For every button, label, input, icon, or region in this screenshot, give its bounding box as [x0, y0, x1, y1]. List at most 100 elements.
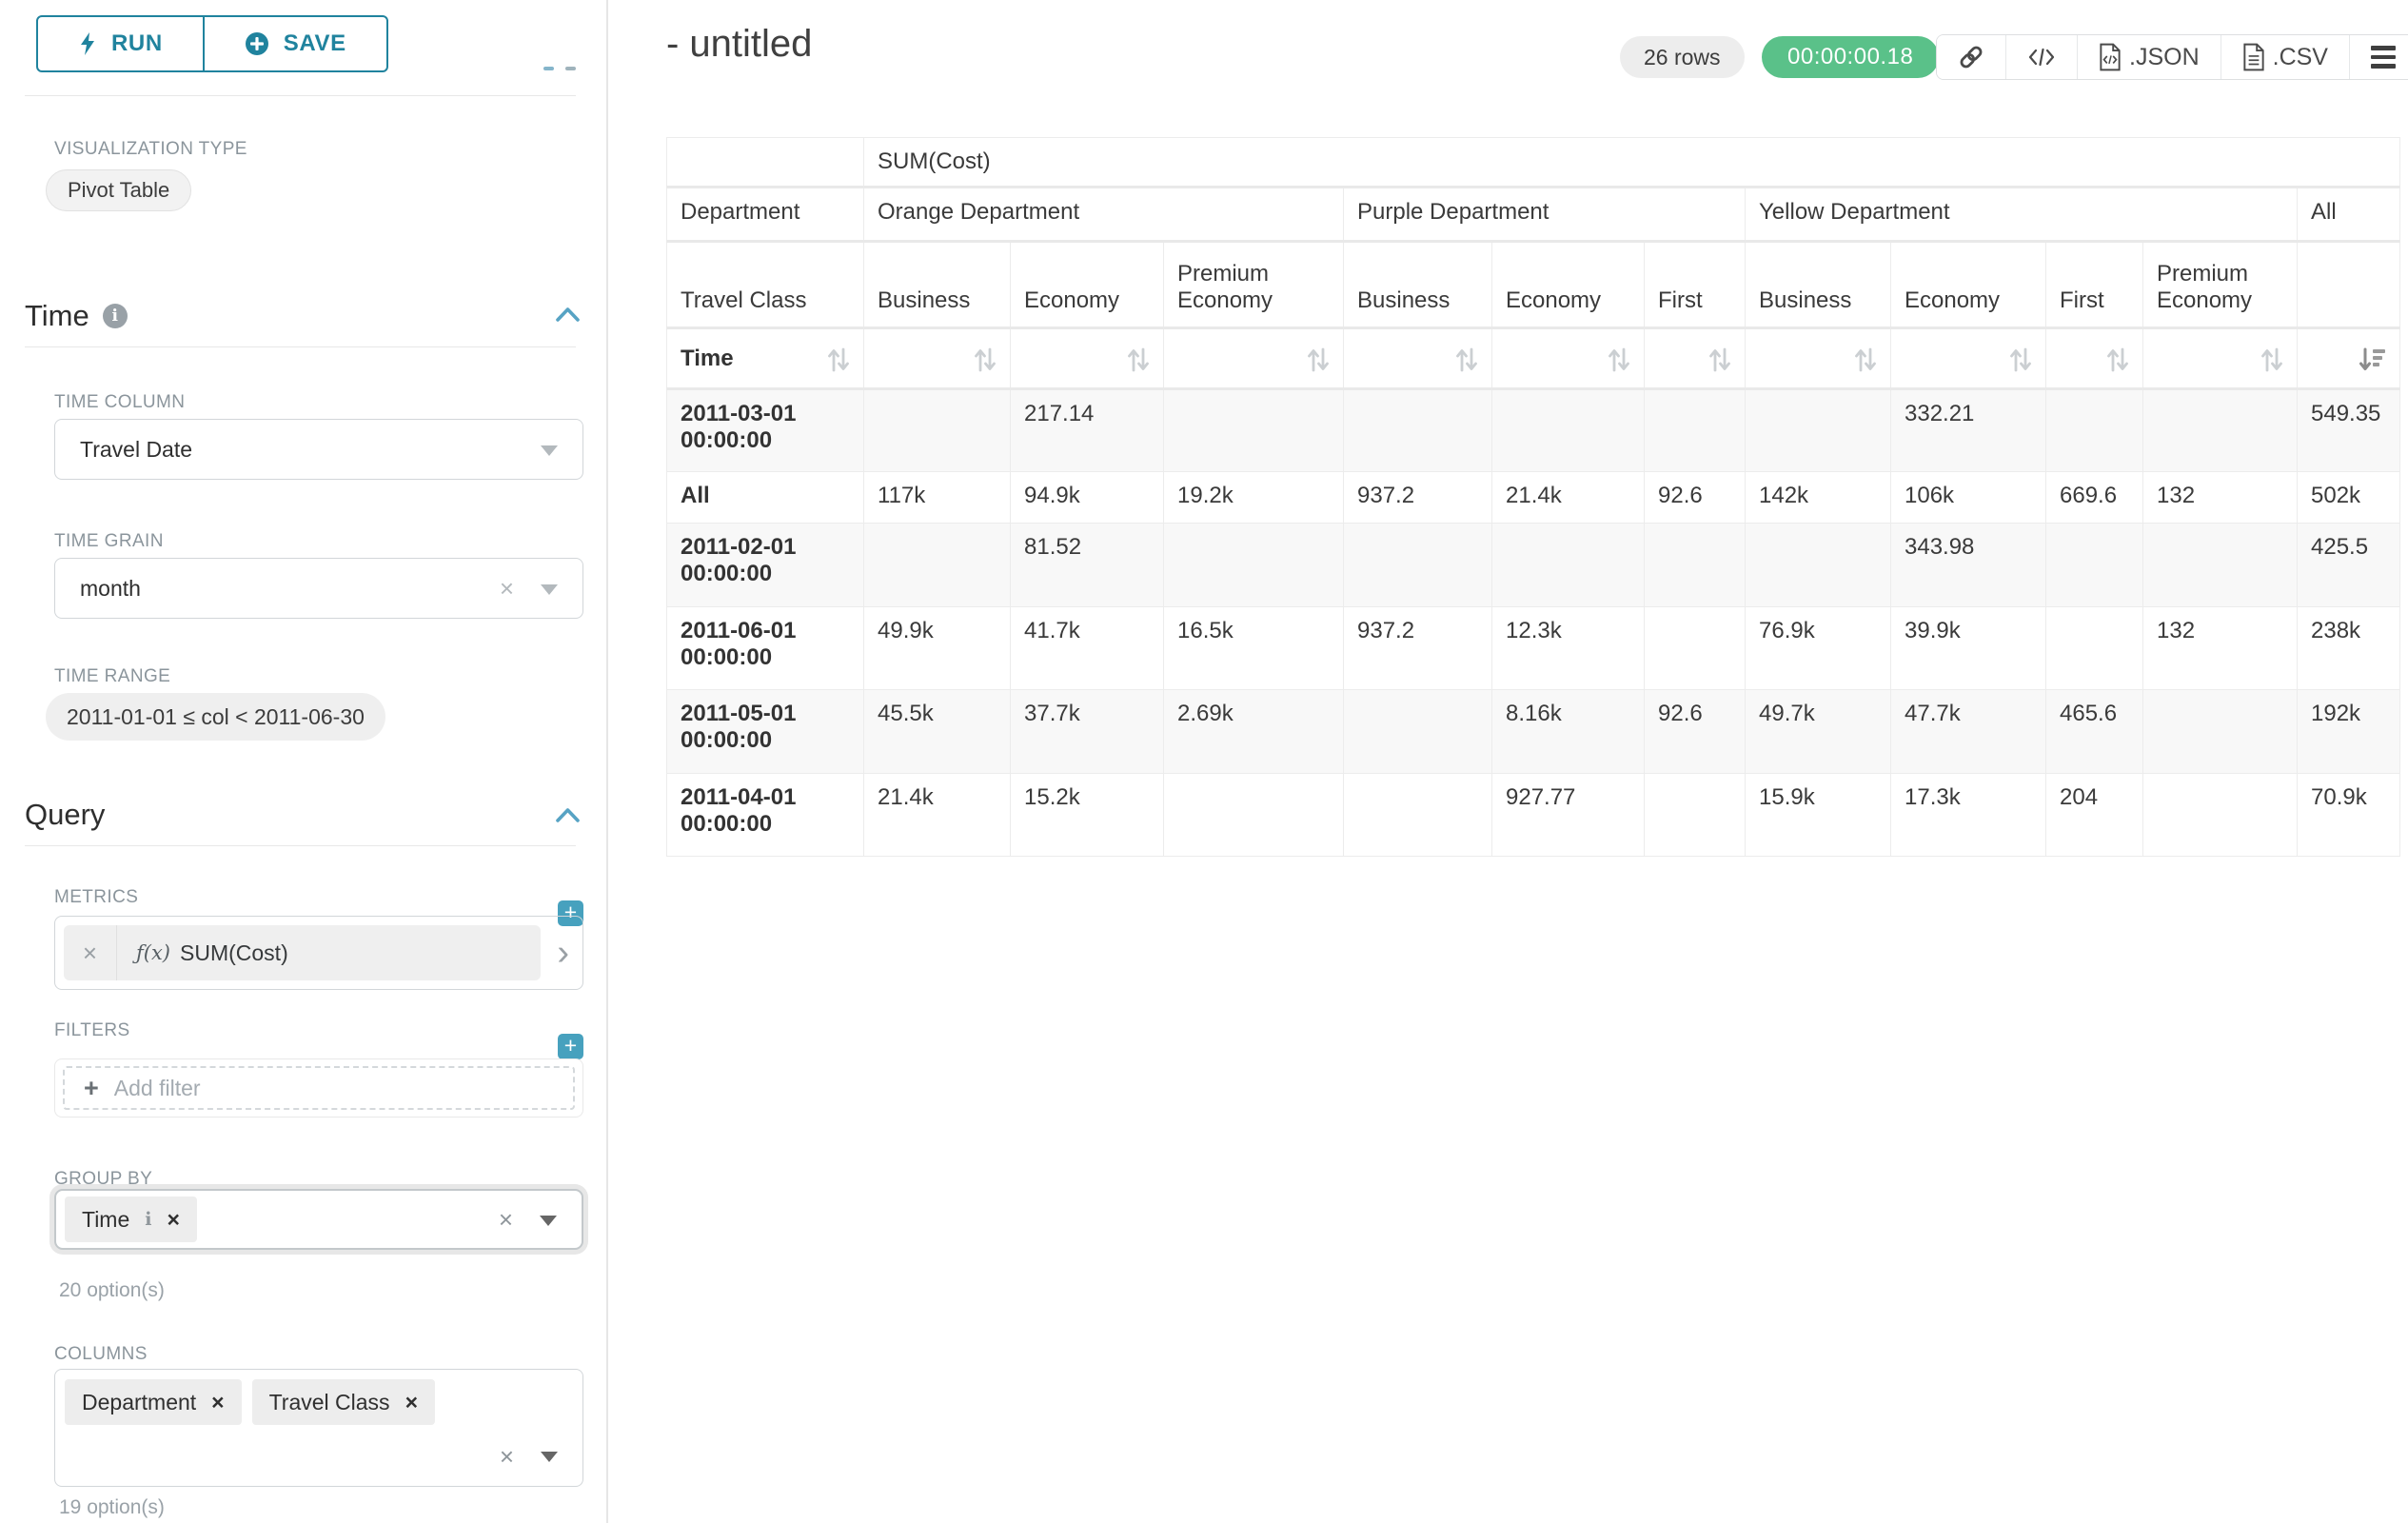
run-button[interactable]: RUN [36, 15, 205, 72]
sort-icon[interactable] [2009, 346, 2032, 374]
pivot-value-cell: 502k [2296, 471, 2401, 524]
pivot-value-cell: 465.6 [2045, 689, 2143, 774]
sort-icon[interactable] [827, 346, 850, 374]
chevron-up-icon[interactable] [555, 307, 581, 323]
travel-class-header[interactable]: Business [1745, 241, 1891, 329]
sortable-column-cell[interactable] [2296, 327, 2401, 390]
sort-icon[interactable] [974, 346, 997, 374]
group-by-select[interactable]: Time i × × [54, 1189, 583, 1250]
sortable-column-cell[interactable] [1890, 327, 2046, 390]
metrics-control[interactable]: × ƒ(x) SUM(Cost) › [54, 916, 583, 990]
pivot-value-cell: 192k [2296, 689, 2401, 774]
sort-icon[interactable] [1307, 346, 1330, 374]
export-csv-button[interactable]: .CSV [2220, 35, 2349, 79]
query-section-title: Query [25, 798, 106, 831]
remove-chip-icon[interactable]: × [167, 1206, 180, 1232]
filters-control: + Add filter [54, 1058, 583, 1118]
time-axis-header[interactable]: Time [666, 327, 864, 390]
visualization-type-pill[interactable]: Pivot Table [46, 169, 192, 211]
sort-icon[interactable] [1127, 346, 1150, 374]
travel-class-header[interactable]: Premium Economy [1163, 241, 1344, 329]
travel-class-header[interactable] [2296, 241, 2401, 329]
travel-class-header[interactable]: Economy [1890, 241, 2046, 329]
remove-chip-icon[interactable]: × [405, 1389, 418, 1414]
pivot-value-cell: 332.21 [1890, 388, 2046, 472]
divider [25, 95, 576, 96]
pivot-value-cell [1343, 388, 1492, 472]
sortable-column-cell[interactable] [1644, 327, 1746, 390]
lightning-bolt-icon [81, 32, 94, 55]
selected-option-chip[interactable]: Travel Class × [251, 1379, 435, 1425]
remove-chip-icon[interactable]: × [211, 1389, 225, 1414]
pivot-value-cell [1343, 689, 1492, 774]
time-column-select[interactable]: Travel Date [54, 419, 583, 480]
department-group-header[interactable]: Purple Department [1343, 187, 1746, 243]
sort-icon[interactable] [2106, 346, 2129, 374]
pivot-value-cell: 70.9k [2296, 773, 2401, 857]
caret-down-icon[interactable] [541, 1452, 558, 1462]
time-grain-select[interactable]: month × [54, 558, 583, 619]
travel-class-header[interactable]: Business [1343, 241, 1492, 329]
clear-icon[interactable]: × [498, 1205, 513, 1234]
time-range-pill[interactable]: 2011-01-01 ≤ col < 2011-06-30 [46, 693, 385, 741]
sort-icon[interactable] [1608, 346, 1630, 374]
selected-option-chip[interactable]: Department × [65, 1379, 242, 1425]
travel-class-header[interactable]: Economy [1491, 241, 1645, 329]
sortable-column-cell[interactable] [1745, 327, 1891, 390]
pivot-row: 2011-04-01 00:00:00 21.4k 15.2k 927.77 15.9k… [666, 773, 2401, 857]
info-icon: i [102, 304, 128, 328]
more-options-button[interactable] [2348, 35, 2408, 79]
add-filter-plus-button[interactable]: + [558, 1034, 583, 1059]
pivot-value-cell: 132 [2142, 471, 2298, 524]
department-group-header[interactable]: All [2296, 187, 2401, 243]
chart-title[interactable]: - untitled [666, 23, 813, 65]
sortable-column-cell[interactable] [2045, 327, 2143, 390]
metrics-label: METRICS [54, 887, 139, 907]
pivot-value-cell: 8.16k [1491, 689, 1645, 774]
pivot-value-cell: 669.6 [2045, 471, 2143, 524]
travel-class-header[interactable]: First [1644, 241, 1746, 329]
sortable-column-cell[interactable] [1343, 327, 1492, 390]
pivot-value-cell: 49.7k [1745, 689, 1891, 774]
travel-class-header[interactable]: Economy [1010, 241, 1164, 329]
sortable-column-cell[interactable] [1491, 327, 1645, 390]
caret-down-icon[interactable] [541, 584, 558, 595]
travel-class-header[interactable]: First [2045, 241, 2143, 329]
csv-file-icon [2243, 43, 2264, 71]
pivot-value-cell: 927.77 [1491, 773, 1645, 857]
clear-icon[interactable]: × [499, 574, 514, 603]
function-icon: ƒ(x) [136, 941, 171, 964]
share-link-button[interactable] [1937, 35, 2005, 79]
embed-code-button[interactable] [2005, 35, 2077, 79]
chevron-up-icon[interactable] [555, 807, 581, 823]
remove-metric-icon[interactable]: × [64, 925, 117, 980]
travel-class-header[interactable]: Business [863, 241, 1011, 329]
metric-chip[interactable]: × ƒ(x) SUM(Cost) [64, 925, 541, 980]
clear-icon[interactable]: × [499, 1442, 514, 1471]
columns-select[interactable]: Department × Travel Class × × [54, 1369, 583, 1487]
pivot-value-cell: 21.4k [1491, 471, 1645, 524]
sortable-column-cell[interactable] [1163, 327, 1344, 390]
add-filter-button[interactable]: + Add filter [63, 1066, 575, 1110]
pivot-value-cell: 37.7k [1010, 689, 1164, 774]
caret-down-icon[interactable] [540, 1216, 557, 1226]
travel-class-header[interactable]: Premium Economy [2142, 241, 2298, 329]
pivot-table-container: SUM(Cost) Department Orange Department Purp… [666, 137, 2401, 857]
sort-icon[interactable] [2260, 346, 2283, 374]
save-button[interactable]: SAVE [202, 15, 388, 72]
sortable-column-cell[interactable] [2142, 327, 2298, 390]
selected-option-chip[interactable]: Time i × [65, 1197, 197, 1242]
travel-class-axis-label: Travel Class [666, 241, 864, 329]
sort-icon[interactable] [1854, 346, 1877, 374]
sortable-column-cell[interactable] [863, 327, 1011, 390]
sortable-column-cell[interactable] [1010, 327, 1164, 390]
department-group-header[interactable]: Orange Department [863, 187, 1344, 243]
caret-down-icon[interactable] [541, 445, 558, 456]
export-json-button[interactable]: .JSON [2077, 35, 2220, 79]
sort-descending-icon[interactable] [2358, 346, 2386, 374]
sort-icon[interactable] [1455, 346, 1478, 374]
chevron-right-icon[interactable]: › [557, 933, 569, 973]
sort-icon[interactable] [1708, 346, 1731, 374]
department-group-header[interactable]: Yellow Department [1745, 187, 2298, 243]
